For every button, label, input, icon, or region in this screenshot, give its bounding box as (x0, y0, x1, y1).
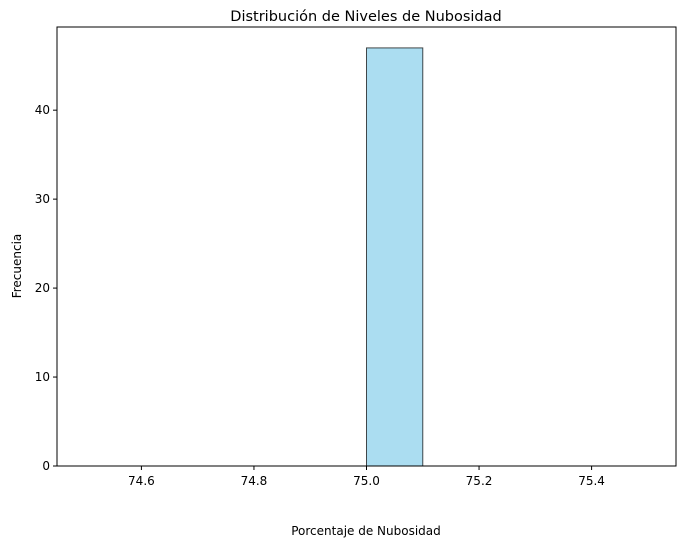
x-tick-label-0: 74.6 (128, 474, 155, 488)
x-axis-label: Porcentaje de Nubosidad (291, 524, 441, 538)
x-tick-label-2: 75.0 (353, 474, 380, 488)
y-tick-label-2: 20 (35, 281, 50, 295)
chart-title: Distribución de Niveles de Nubosidad (230, 9, 501, 25)
y-axis-ticks: 0 10 20 30 40 (35, 103, 57, 473)
y-axis-label: Frecuencia (10, 234, 24, 299)
bars-group (366, 47, 424, 467)
x-tick-label-3: 75.2 (466, 474, 493, 488)
y-tick-label-0: 0 (42, 459, 50, 473)
y-tick-label-4: 40 (35, 103, 50, 117)
x-tick-label-4: 75.4 (578, 474, 605, 488)
x-tick-label-1: 74.8 (241, 474, 268, 488)
y-tick-label-1: 10 (35, 370, 50, 384)
x-axis-ticks: 74.6 74.8 75.0 75.2 75.4 (128, 466, 605, 488)
y-tick-label-3: 30 (35, 192, 50, 206)
histogram-bar-5 (366, 47, 424, 467)
